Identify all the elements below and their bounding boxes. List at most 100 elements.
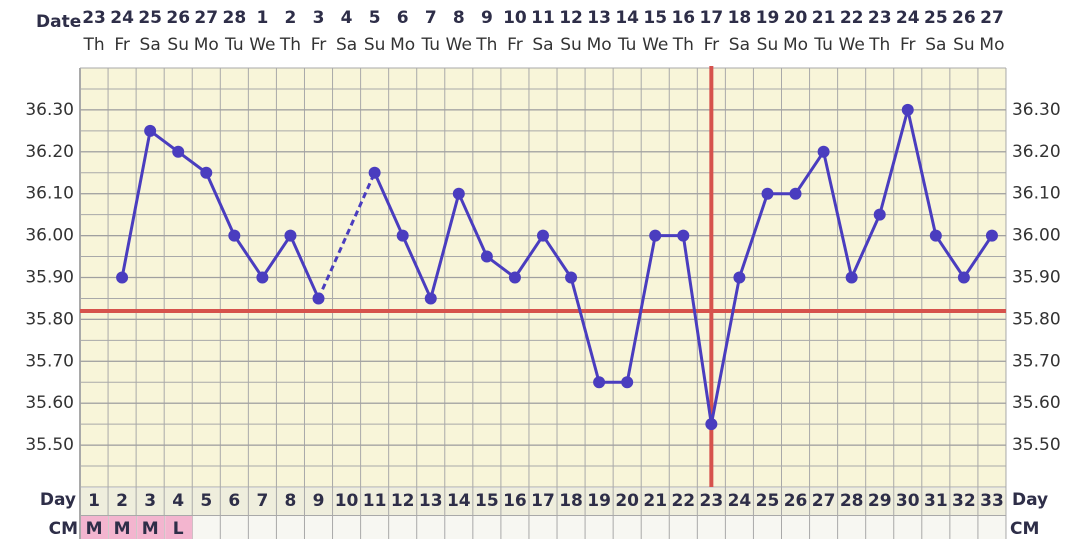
gap-connector (317, 172, 376, 300)
date-label: 25 (138, 8, 162, 28)
y-tick-label: 36.00 (25, 226, 74, 246)
date-label: 28 (222, 8, 246, 28)
weekday-label: Tu (224, 35, 244, 55)
date-label: 14 (615, 8, 639, 28)
weekday-label: Sa (925, 35, 946, 55)
weekday-label: Fr (900, 35, 916, 55)
y-tick-label-right: 35.90 (1012, 268, 1061, 288)
cm-value: M (114, 519, 131, 539)
weekday-label: We (446, 35, 472, 55)
day-label: 24 (728, 491, 752, 511)
date-label: 13 (587, 8, 611, 28)
cm-label-right: CM (1010, 519, 1039, 539)
temperature-point (396, 229, 409, 242)
weekday-label: Th (82, 35, 104, 55)
temperature-point (845, 271, 858, 284)
y-tick-label-right: 35.80 (1012, 309, 1061, 329)
y-tick-label-right: 35.50 (1012, 435, 1061, 455)
temperature-point (228, 229, 241, 242)
day-label: 31 (924, 491, 948, 511)
y-tick-label-right: 36.00 (1012, 226, 1061, 246)
date-label: 23 (868, 8, 892, 28)
date-label: 24 (110, 8, 134, 28)
weekday-label: Fr (704, 35, 720, 55)
date-label: 17 (700, 8, 724, 28)
y-tick-label-right: 36.20 (1012, 142, 1061, 162)
weekday-label: Th (475, 35, 497, 55)
day-label: 8 (285, 491, 297, 511)
weekday-label: Th (672, 35, 694, 55)
y-tick-label: 35.80 (25, 309, 74, 329)
day-label: 18 (559, 491, 583, 511)
weekday-label: We (642, 35, 668, 55)
day-label: 27 (812, 491, 836, 511)
y-tick-label: 36.10 (25, 184, 74, 204)
cm-value: M (86, 519, 103, 539)
day-label: 25 (756, 491, 780, 511)
day-label: 28 (840, 491, 864, 511)
weekday-label: Su (560, 35, 582, 55)
temperature-point (480, 250, 493, 263)
date-label: 21 (812, 8, 836, 28)
temperature-point (817, 145, 830, 158)
cm-value: M (142, 519, 159, 539)
date-label: 19 (756, 8, 780, 28)
weekday-label: Su (953, 35, 975, 55)
date-label: 24 (896, 8, 920, 28)
day-label: 1 (88, 491, 100, 511)
day-label: 17 (531, 491, 555, 511)
temperature-point (172, 145, 185, 158)
date-label: Date (36, 12, 81, 32)
temperature-point (452, 187, 465, 200)
date-label: 2 (285, 8, 297, 28)
cm-row-background (80, 516, 1006, 539)
weekday-label: We (839, 35, 865, 55)
day-label: 11 (363, 491, 387, 511)
day-label: 21 (643, 491, 667, 511)
weekday-label: Tu (420, 35, 440, 55)
date-label: 12 (559, 8, 583, 28)
weekday-label: Su (364, 35, 386, 55)
cm-label: CM (49, 519, 78, 539)
weekday-label: Tu (617, 35, 637, 55)
weekday-label: Fr (507, 35, 523, 55)
y-tick-label-right: 35.70 (1012, 351, 1061, 371)
day-label: 7 (256, 491, 268, 511)
date-label: 1 (256, 8, 268, 28)
temperature-point (200, 166, 213, 179)
weekday-label: Th (868, 35, 890, 55)
weekday-label: Su (757, 35, 779, 55)
day-label: 14 (447, 491, 471, 511)
day-label: 22 (671, 491, 695, 511)
cm-cell (109, 516, 137, 539)
day-label: 33 (980, 491, 1004, 511)
temperature-point (536, 229, 549, 242)
day-label: 13 (419, 491, 443, 511)
date-label: 26 (166, 8, 190, 28)
weekday-label: Mo (783, 35, 808, 55)
y-tick-label: 35.90 (25, 268, 74, 288)
day-label: 15 (475, 491, 499, 511)
y-tick-label-right: 35.60 (1012, 393, 1061, 413)
temperature-point (312, 292, 325, 305)
temperature-point (789, 187, 802, 200)
temperature-point (284, 229, 297, 242)
date-label: 23 (82, 8, 106, 28)
day-label: 26 (784, 491, 808, 511)
cm-cell (137, 516, 165, 539)
day-label: 6 (228, 491, 240, 511)
date-label: 11 (531, 8, 555, 28)
date-label: 6 (397, 8, 409, 28)
temperature-point (621, 376, 634, 389)
date-label: 22 (840, 8, 864, 28)
day-label: 32 (952, 491, 976, 511)
y-tick-label: 36.20 (25, 142, 74, 162)
day-label: 4 (172, 491, 184, 511)
temperature-point (957, 271, 970, 284)
date-label: 5 (369, 8, 381, 28)
weekday-label: Mo (390, 35, 415, 55)
weekday-label: Fr (311, 35, 327, 55)
temperature-point (368, 166, 381, 179)
date-label: 10 (503, 8, 527, 28)
